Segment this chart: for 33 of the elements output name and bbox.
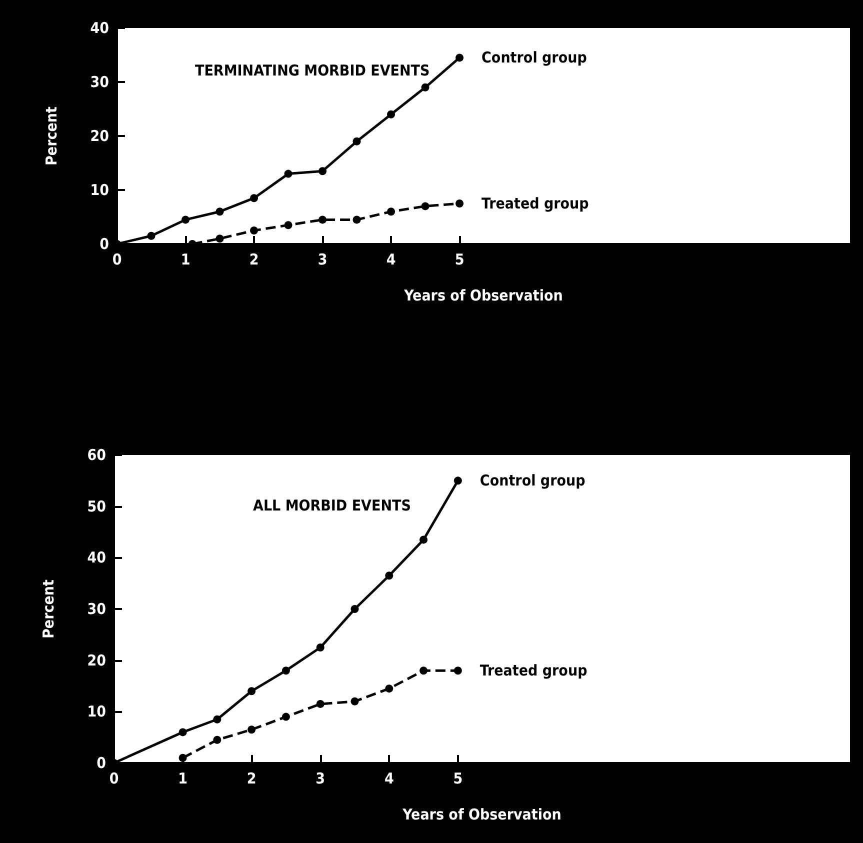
text: ALL MORBID EVENTS [253, 496, 411, 514]
y-tick-label: 40 [87, 548, 106, 567]
series-label: Treated group [482, 194, 590, 212]
text: TERMINATING MORBID EVENTS [195, 62, 430, 80]
y-axis-title: Percent [40, 579, 58, 638]
y-tick-label: 10 [87, 702, 106, 721]
x-tick-label: 4 [384, 770, 394, 788]
x-tick-label: 1 [180, 250, 190, 268]
x-tick-label: 2 [246, 770, 256, 788]
series-label: Treated group [480, 662, 588, 680]
x-axis-title: Years of Observation [403, 286, 563, 304]
x-tick-label: 5 [454, 250, 464, 268]
y-axis-title: Percent [42, 106, 60, 166]
y-tick-label: 0 [96, 754, 106, 772]
y-tick-label: 50 [87, 497, 106, 516]
y-tick-label: 10 [90, 181, 109, 199]
y-tick-label: 20 [87, 651, 106, 670]
y-tick-label: 20 [90, 127, 109, 145]
y-tick-label: 0 [100, 235, 109, 253]
x-tick-label: 3 [316, 770, 326, 788]
y-tick-label: 60 [87, 446, 106, 464]
y-tick-label: 30 [87, 600, 106, 618]
y-tick-label: 40 [90, 19, 109, 37]
x-tick-label: 3 [318, 250, 328, 268]
series-label: Control group [482, 48, 588, 67]
y-tick-label: 30 [90, 73, 109, 91]
x-tick-label: 5 [453, 770, 463, 788]
x-tick-label: 4 [386, 250, 396, 268]
x-axis-title: Years of Observation [402, 806, 562, 824]
x-tick-label: 2 [249, 250, 259, 268]
series-label: Control group [480, 472, 586, 490]
x-tick-label: 1 [178, 770, 188, 788]
x-tick-label: 0 [112, 250, 122, 268]
